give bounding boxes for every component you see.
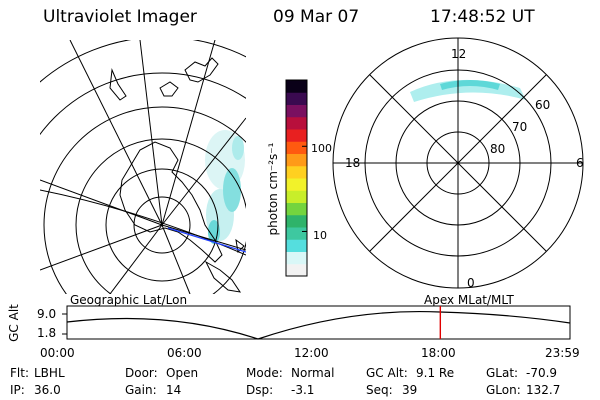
mlat-label-70: 70: [512, 120, 528, 134]
status-glat-value: -70.9: [526, 366, 558, 380]
mlt-label-18: 18: [345, 156, 361, 170]
color-bar-band: [286, 251, 307, 265]
status-flt-key: Flt:: [10, 366, 29, 380]
aurora-emission-left: [205, 130, 245, 244]
altitude-timeline: [62, 305, 571, 340]
color-bar-band: [286, 129, 307, 142]
latitude-circles: [40, 40, 246, 294]
status-ip-value: 36.0: [34, 383, 61, 397]
mlt-lines: [333, 38, 583, 288]
status-glon-key: GLon:: [486, 383, 521, 397]
timeline-ylabel: GC Alt: [7, 304, 21, 342]
color-bar-band: [286, 80, 307, 93]
color-bar-band: [286, 178, 307, 191]
status-dsp-key: Dsp:: [246, 383, 274, 397]
right-panel-label: Apex MLat/MLT: [424, 293, 514, 307]
meridians: [40, 40, 246, 294]
timeline-ytick-9: 9.0: [37, 307, 57, 321]
status-seq-value: 39: [402, 383, 418, 397]
mlat-label-80: 80: [490, 142, 506, 156]
status-glat-key: GLat:: [486, 366, 519, 380]
header-date: 09 Mar 07: [273, 7, 360, 27]
timeline-ytick-1-8: 1.8: [37, 326, 57, 340]
color-bar-band: [286, 153, 307, 167]
satellite-track: [167, 227, 246, 253]
status-flt-value: LBHL: [34, 366, 65, 380]
color-bar-unit-label: photon cm⁻²s⁻¹: [266, 142, 280, 236]
coastlines: [109, 57, 245, 293]
mlt-label-6: 6: [576, 156, 584, 170]
status-door-key: Door:: [125, 366, 158, 380]
timeline-xtick-1800: 18:00: [421, 346, 456, 360]
status-ip-key: IP:: [10, 383, 25, 397]
timeline-xtick-0600: 06:00: [167, 346, 202, 360]
status-mode-key: Mode:: [246, 366, 283, 380]
color-bar-band: [286, 104, 307, 118]
color-bar-band: [286, 227, 307, 240]
magnetic-polar-plot: [332, 37, 584, 289]
color-bar-frame: [285, 79, 308, 277]
mlat-label-60: 60: [535, 98, 551, 112]
color-bar-band: [286, 92, 307, 105]
color-bar-band: [286, 214, 307, 228]
timeline-xtick-2359: 23:59: [545, 346, 580, 360]
status-gain-key: Gain:: [125, 383, 157, 397]
color-bar-band: [286, 239, 307, 252]
timeline-xtick-0000: 00:00: [40, 346, 75, 360]
color-bar-band: [286, 141, 307, 154]
instrument-title: Ultraviolet Imager: [43, 7, 197, 27]
color-bar-band: [286, 190, 307, 203]
header-time: 17:48:52 UT: [430, 7, 535, 27]
color-bar-band: [286, 263, 307, 277]
color-bar-band: [286, 202, 307, 216]
timeline-xtick-1200: 12:00: [294, 346, 329, 360]
color-bar-band: [286, 116, 307, 130]
status-door-value: Open: [166, 366, 199, 380]
mlt-label-0: 0: [467, 276, 475, 290]
status-dsp-value: -3.1: [291, 383, 315, 397]
status-gcalt-value: 9.1 Re: [416, 366, 455, 380]
status-gcalt-key: GC Alt:: [366, 366, 408, 380]
mlt-label-12: 12: [451, 47, 467, 61]
color-bar-tick-label-100: 100: [311, 142, 332, 155]
left-panel-label: Geographic Lat/Lon: [70, 293, 188, 307]
status-mode-value: Normal: [291, 366, 335, 380]
color-bar-band: [286, 165, 307, 179]
altitude-curve: [66, 310, 571, 340]
status-seq-key: Seq:: [366, 383, 393, 397]
color-bar: [286, 80, 307, 277]
color-bar-tick-label-10: 10: [313, 229, 327, 242]
geographic-map: [40, 40, 246, 294]
color-bar-ticks: [302, 145, 307, 232]
status-gain-value: 14: [166, 383, 182, 397]
status-glon-value: 132.7: [526, 383, 561, 397]
